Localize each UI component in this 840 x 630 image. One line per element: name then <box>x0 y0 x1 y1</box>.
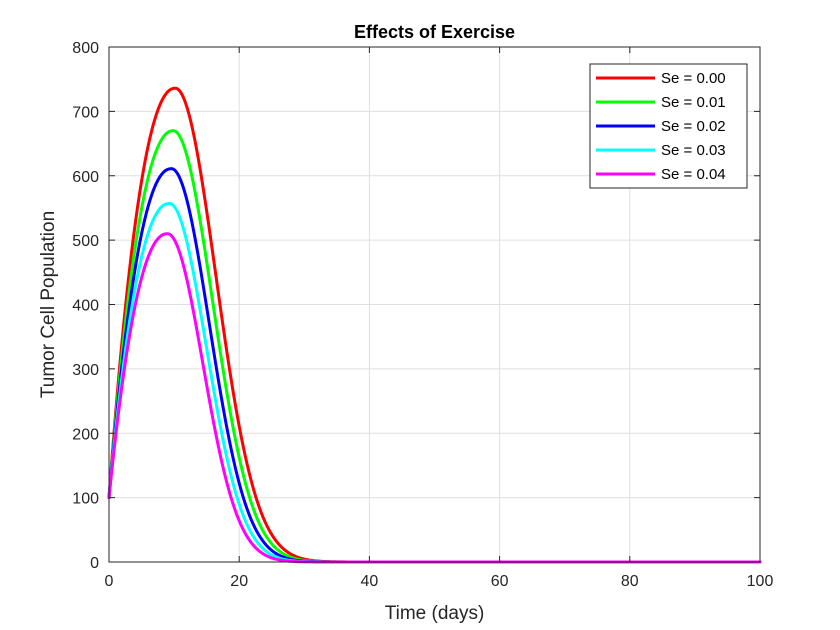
legend-label-4: Se = 0.04 <box>661 166 726 183</box>
y-axis-label: Tumor Cell Population <box>38 211 59 398</box>
grid <box>109 47 760 562</box>
y-tick-label: 600 <box>72 169 99 186</box>
y-tick-label: 700 <box>72 104 99 121</box>
x-axis-label: Time (days) <box>385 603 485 624</box>
y-tick-label: 400 <box>72 298 99 315</box>
x-tick-label: 80 <box>621 573 639 590</box>
y-tick-label: 0 <box>90 555 99 572</box>
x-tick-label: 40 <box>361 573 379 590</box>
y-tick-label: 100 <box>72 491 99 508</box>
x-tick-label: 100 <box>747 573 774 590</box>
legend-label-0: Se = 0.00 <box>661 70 726 87</box>
x-tick-label: 20 <box>230 573 248 590</box>
chart-title: Effects of Exercise <box>354 22 515 42</box>
legend-label-2: Se = 0.02 <box>661 118 726 135</box>
y-tick-label: 800 <box>72 40 99 57</box>
tick-labels: 0 20 40 60 80 100 0 100 200 300 400 500 600 700 800 <box>72 40 773 590</box>
legend: Se = 0.00 Se = 0.01 Se = 0.02 Se = 0.03 Se =… <box>589 63 748 189</box>
ticks <box>108 46 761 563</box>
x-tick-label: 0 <box>105 573 114 590</box>
x-tick-label: 60 <box>491 573 509 590</box>
y-tick-label: 300 <box>72 362 99 379</box>
y-tick-label: 200 <box>72 426 99 443</box>
legend-label-3: Se = 0.03 <box>661 142 726 159</box>
legend-label-1: Se = 0.01 <box>661 94 726 111</box>
y-tick-label: 500 <box>72 233 99 250</box>
